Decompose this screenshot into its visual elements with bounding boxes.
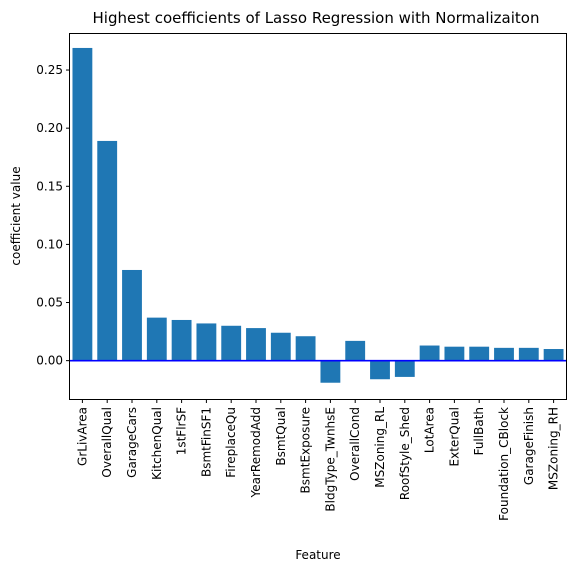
x-tick-label: FireplaceQu <box>224 407 238 478</box>
bar <box>494 347 514 361</box>
x-tick-label: ExterQual <box>447 407 461 466</box>
chart-title: Highest coefficients of Lasso Regression… <box>93 9 540 27</box>
bar <box>444 346 465 361</box>
y-axis-label: coefficient value <box>9 166 23 265</box>
y-tick-label: 0.20 <box>36 121 63 135</box>
bar <box>196 323 217 361</box>
bar <box>543 349 564 361</box>
y-tick-label: 0.25 <box>36 63 63 77</box>
y-axis-ticks: 0.00 0.05 0.10 0.15 0.20 0.25 <box>36 63 70 368</box>
x-tick-label: BsmtQual <box>274 407 288 466</box>
x-tick-label: OverallQual <box>100 407 114 478</box>
bar <box>469 346 490 361</box>
bar <box>270 332 291 361</box>
bar <box>171 319 192 361</box>
bar <box>345 340 366 361</box>
bar <box>419 345 440 361</box>
bar <box>246 328 266 361</box>
x-tick-label: FullBath <box>472 407 486 455</box>
y-tick-label: 0.10 <box>36 237 63 251</box>
x-tick-label: 1stFlrSF <box>175 407 189 455</box>
x-tick-label: MSZoning_RL <box>373 407 387 488</box>
x-tick-label: GarageCars <box>125 407 139 478</box>
plot-area <box>69 33 567 400</box>
bar <box>295 336 316 361</box>
x-tick-label: OverallCond <box>348 407 362 481</box>
bar <box>146 317 167 361</box>
x-tick-label: GarageFinish <box>522 407 536 485</box>
bar <box>518 347 539 361</box>
x-tick-label: GrLivArea <box>75 407 89 466</box>
bar <box>370 360 390 380</box>
bar <box>72 47 93 361</box>
bar <box>394 360 415 377</box>
bar <box>320 360 341 383</box>
plot-frame <box>69 33 567 400</box>
bar <box>97 140 118 361</box>
x-axis-ticks: GrLivArea OverallQual GarageCars KitchenQua… <box>75 399 561 521</box>
bars <box>72 47 564 383</box>
x-tick-label: BsmtFinSF1 <box>199 407 213 477</box>
x-tick-label: KitchenQual <box>150 407 164 480</box>
x-tick-label: Foundation_CBlock <box>497 407 511 521</box>
x-tick-label: BsmtExposure <box>299 407 313 493</box>
x-tick-label: BldgType_TwnhsE <box>323 407 337 512</box>
x-tick-label: MSZoning_RH <box>547 407 561 490</box>
y-tick-label: 0.00 <box>36 354 63 368</box>
x-tick-label: LotArea <box>423 407 437 453</box>
bar <box>221 325 242 361</box>
x-axis-label: Feature <box>295 548 340 562</box>
x-tick-label: YearRemodAdd <box>249 407 263 498</box>
bar <box>122 269 142 361</box>
y-tick-label: 0.05 <box>36 296 63 310</box>
y-tick-label: 0.15 <box>36 179 63 193</box>
x-tick-label: RoofStyle_Shed <box>398 407 412 500</box>
